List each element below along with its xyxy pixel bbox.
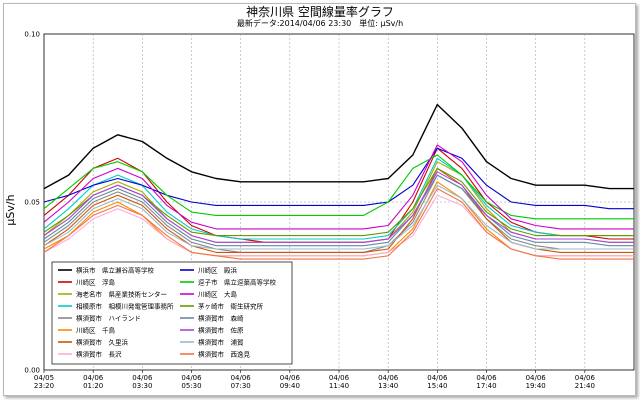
series-layer	[43, 103, 634, 260]
legend-entry: 川崎区 浮島	[76, 277, 116, 286]
series-line	[43, 188, 634, 260]
x-tick-time: 05:30	[181, 382, 201, 390]
legend-entry: 相模原市 相模川発電管理事務所	[76, 301, 174, 310]
series-line	[43, 171, 634, 243]
chart-subtitle: 最新データ:2014/04/06 23:30 単位: μSv/h	[236, 19, 404, 28]
series-line	[43, 154, 634, 220]
x-tick-date: 04/06	[329, 374, 350, 382]
x-tick-time: 15:40	[427, 382, 447, 390]
x-tick-time: 21:40	[575, 382, 595, 390]
series-line	[43, 147, 634, 210]
x-tick-date: 04/06	[427, 374, 448, 382]
x-tick-date: 04/05	[34, 374, 54, 382]
chart-title: 神奈川県 空間線量率グラフ	[246, 5, 394, 19]
legend-entry: 川崎区 殿浜	[198, 265, 238, 274]
legend-entry: 横浜市 県立瀬谷高等学校	[76, 265, 155, 274]
legend-entry: 横須賀市 浦賀	[198, 337, 244, 346]
series-line	[43, 174, 634, 247]
x-tick-date: 04/06	[181, 374, 202, 382]
legend-box	[51, 261, 293, 365]
x-tick-date: 04/06	[83, 374, 104, 382]
x-tick-time: 09:40	[280, 382, 300, 390]
x-tick-date: 04/06	[575, 374, 596, 382]
series-line	[43, 144, 634, 230]
series-line	[43, 184, 634, 250]
legend-entry: 横須賀市 久里浜	[76, 337, 129, 346]
x-tick-time: 01:20	[83, 382, 103, 390]
x-tick-date: 04/06	[378, 374, 399, 382]
legend-entry: 茅ヶ崎市 衛生研究所	[198, 301, 264, 310]
axis-layer: 0.000.050.1004/0523:2004/0601:2004/0603:…	[24, 31, 595, 391]
x-tick-time: 13:40	[378, 382, 398, 390]
x-tick-time: 17:40	[476, 382, 496, 390]
x-tick-date: 04/06	[526, 374, 547, 382]
legend-entry: 海老名市 県産業技術センター	[76, 289, 167, 298]
y-tick-label: 0.00	[24, 367, 40, 375]
legend-entry: 逗子市 県立逗葉高等学校	[198, 277, 277, 286]
x-tick-time: 11:40	[329, 382, 349, 390]
legend-entry: 横須賀市 佐原	[198, 325, 244, 334]
x-tick-date: 04/06	[132, 374, 153, 382]
x-tick-time: 07:30	[231, 382, 251, 390]
legend-entry: 横須賀市 森崎	[198, 313, 244, 322]
legend-entry: 横須賀市 ハイランド	[76, 313, 141, 322]
x-tick-time: 03:30	[132, 382, 152, 390]
series-line	[43, 103, 634, 190]
x-tick-time: 23:20	[34, 382, 54, 390]
legend-entry: 川崎区 千鳥	[76, 325, 116, 334]
y-tick-label: 0.10	[24, 31, 40, 39]
legend-entry: 横須賀市 長沢	[76, 349, 122, 358]
y-axis-label: μSv/h	[4, 194, 17, 225]
y-tick-label: 0.05	[24, 199, 40, 207]
x-tick-date: 04/06	[231, 374, 252, 382]
legend-entry: 横須賀市 西逸見	[198, 349, 251, 358]
x-tick-date: 04/06	[280, 374, 301, 382]
x-tick-date: 04/06	[476, 374, 497, 382]
x-tick-time: 19:40	[526, 382, 546, 390]
legend-entry: 川崎区 大島	[198, 289, 238, 298]
